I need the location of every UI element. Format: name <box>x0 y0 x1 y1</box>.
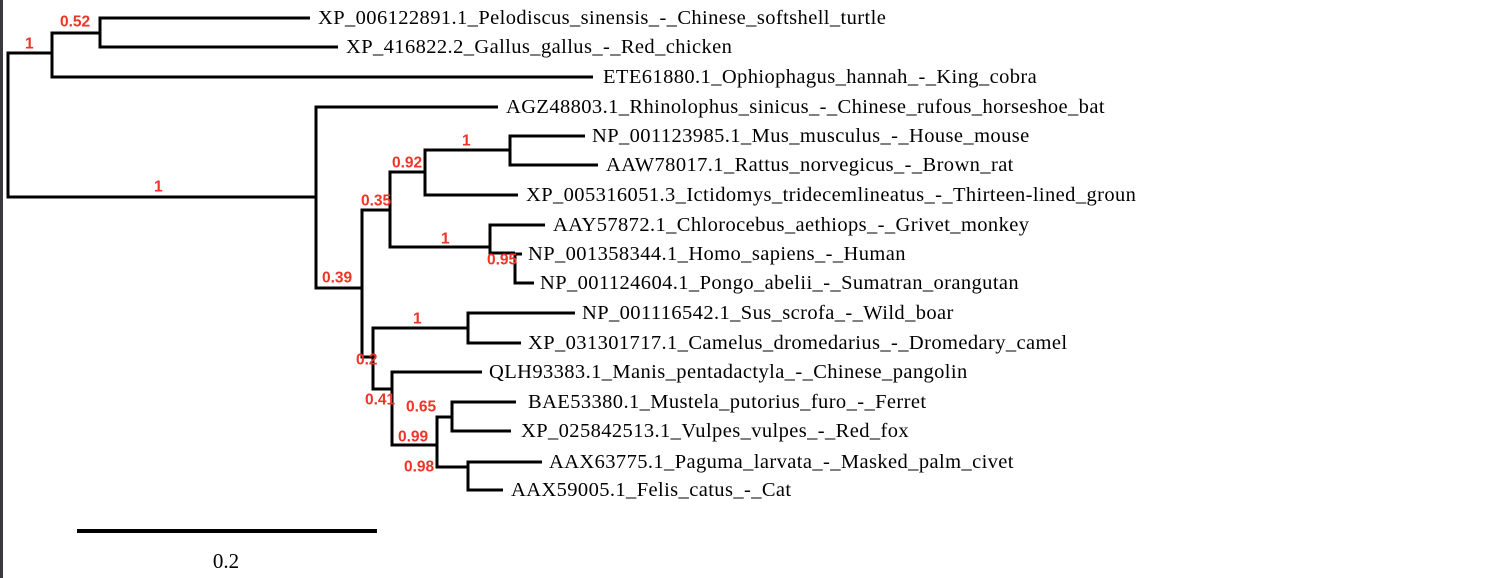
tree-branches <box>6 16 598 492</box>
left-frame-line <box>0 0 3 578</box>
taxon-label: AAY57872.1_Chlorocebus_aethiops_-_Grivet… <box>553 214 1030 236</box>
support-value: 1 <box>413 311 422 328</box>
taxon-label: AAX59005.1_Felis_catus_-_Cat <box>511 479 792 501</box>
taxon-label: QLH93383.1_Manis_pentadactyla_-_Chinese_… <box>489 361 968 383</box>
support-value: 0.2 <box>356 352 378 369</box>
support-values: 1 0.52 1 0.39 0.35 0.92 1 1 0.95 1 0.2 0.41 0.65 0.99… <box>25 14 518 476</box>
taxon-label: NP_001124604.1_Pongo_abelii_-_Sumatran_o… <box>540 272 1019 294</box>
scale-bar: 0.2 <box>77 529 377 573</box>
taxon-label: XP_416822.2_Gallus_gallus_-_Red_chicken <box>346 36 732 58</box>
taxon-label: XP_025842513.1_Vulpes_vulpes_-_Red_fox <box>521 420 909 442</box>
support-value: 1 <box>154 179 163 196</box>
support-value: 0.52 <box>60 14 90 31</box>
support-value: 1 <box>441 231 450 248</box>
taxon-label: XP_006122891.1_Pelodiscus_sinensis_-_Chi… <box>318 7 886 29</box>
support-value: 0.65 <box>406 399 437 416</box>
taxon-label: BAE53380.1_Mustela_putorius_furo_-_Ferre… <box>528 391 926 413</box>
taxon-label: AGZ48803.1_Rhinolophus_sinicus_-_Chinese… <box>506 96 1105 118</box>
support-value: 1 <box>462 133 471 150</box>
support-value: 0.39 <box>322 270 353 287</box>
support-value: 0.95 <box>487 252 518 269</box>
support-value: 0.41 <box>365 392 396 409</box>
support-value: 0.35 <box>361 193 392 210</box>
taxon-label: AAW78017.1_Rattus_norvegicus_-_Brown_rat <box>606 154 1014 176</box>
scale-bar-label: 0.2 <box>213 549 239 573</box>
support-value: 1 <box>25 36 34 53</box>
taxon-label: NP_001116542.1_Sus_scrofa_-_Wild_boar <box>582 302 954 324</box>
taxon-labels: XP_006122891.1_Pelodiscus_sinensis_-_Chi… <box>318 7 1136 501</box>
taxon-label: ETE61880.1_Ophiophagus_hannah_-_King_cob… <box>603 66 1037 88</box>
support-value: 0.99 <box>398 429 429 446</box>
taxon-label: XP_031301717.1_Camelus_dromedarius_-_Dro… <box>528 332 1067 354</box>
support-value: 0.98 <box>404 459 435 476</box>
support-value: 0.92 <box>392 155 422 172</box>
taxon-label: NP_001123985.1_Mus_musculus_-_House_mous… <box>592 125 1030 147</box>
taxon-label: AAX63775.1_Paguma_larvata_-_Masked_palm_… <box>549 451 1014 473</box>
taxon-label: XP_005316051.3_Ictidomys_tridecemlineatu… <box>526 184 1136 206</box>
taxon-label: NP_001358344.1_Homo_sapiens_-_Human <box>528 243 906 265</box>
